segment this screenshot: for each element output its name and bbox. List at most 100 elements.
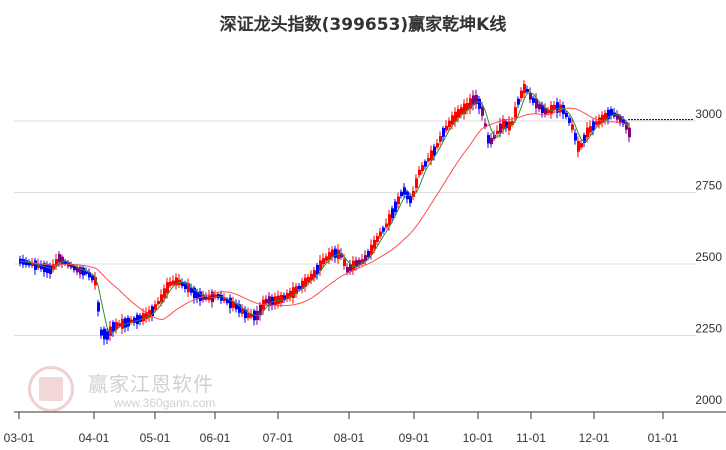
y-tick-label: 3000 — [695, 107, 722, 121]
candle — [415, 174, 418, 194]
candle — [139, 312, 142, 326]
y-tick-label: 2000 — [695, 393, 722, 407]
candle — [247, 307, 250, 321]
candle — [490, 133, 493, 148]
x-tick-label: 05-01 — [140, 431, 171, 445]
candle — [481, 101, 484, 121]
candle — [610, 106, 613, 120]
candle — [463, 99, 466, 120]
candle — [361, 254, 364, 267]
candle — [418, 165, 421, 179]
candle — [100, 326, 103, 339]
candle — [556, 97, 559, 119]
candle — [190, 283, 193, 296]
candle — [157, 297, 160, 306]
candle — [400, 189, 403, 199]
candle — [355, 256, 358, 271]
candle — [367, 248, 370, 261]
candle — [553, 101, 556, 113]
candle — [520, 87, 523, 103]
candle — [244, 306, 247, 323]
candle — [469, 93, 472, 115]
x-axis-ticks: 03-01 04-01 05-01 06-01 07-01 08-01 09-01 10-01… — [4, 412, 679, 445]
candle — [91, 273, 94, 283]
candle — [568, 115, 571, 126]
candle — [577, 136, 580, 158]
candle — [211, 289, 214, 308]
candle — [472, 90, 475, 111]
candle — [466, 97, 469, 115]
candle — [616, 110, 619, 123]
candle — [145, 307, 148, 323]
candle — [268, 292, 271, 312]
candle — [259, 302, 262, 321]
y-tick-label: 2250 — [695, 322, 722, 336]
ma-long-line — [19, 107, 630, 321]
candle — [229, 294, 232, 314]
candle — [178, 273, 181, 288]
candle — [523, 80, 526, 99]
candle — [484, 118, 487, 130]
candle — [313, 267, 316, 282]
candle — [517, 96, 520, 108]
candle — [151, 304, 154, 322]
candle — [421, 161, 424, 175]
candle — [283, 292, 286, 303]
candle — [181, 278, 184, 289]
candle — [172, 275, 175, 287]
candle — [487, 132, 490, 148]
candle — [448, 117, 451, 131]
candle — [424, 159, 427, 170]
candle — [106, 328, 109, 345]
candle — [148, 305, 151, 322]
x-tick-label: 07-01 — [263, 431, 294, 445]
candle — [589, 120, 592, 136]
candle — [97, 299, 100, 317]
candle — [295, 283, 298, 299]
candle — [214, 290, 217, 300]
x-tick-label: 09-01 — [399, 431, 430, 445]
candle — [358, 257, 361, 269]
candle — [28, 259, 31, 268]
candle — [103, 326, 106, 346]
candle — [310, 270, 313, 285]
candle — [460, 104, 463, 119]
candle — [220, 290, 223, 304]
candle — [217, 291, 220, 301]
candle — [436, 139, 439, 150]
candle — [454, 107, 457, 127]
candle — [571, 118, 574, 133]
x-tick-label: 10-01 — [463, 431, 494, 445]
x-tick-label: 06-01 — [200, 431, 231, 445]
candle — [232, 296, 235, 312]
candle — [586, 122, 589, 143]
candle — [223, 293, 226, 304]
candle — [391, 205, 394, 224]
candle — [208, 289, 211, 303]
candle — [79, 264, 82, 279]
candle — [238, 300, 241, 318]
candle — [304, 273, 307, 292]
candle — [547, 106, 550, 115]
candle — [403, 183, 406, 199]
candle — [376, 232, 379, 246]
candle — [496, 125, 499, 136]
candle — [628, 122, 631, 143]
candle — [82, 265, 85, 280]
ma-short-line — [19, 91, 630, 335]
x-tick-label: 01-01 — [648, 431, 679, 445]
x-tick-label: 11-01 — [516, 431, 546, 445]
candle — [115, 318, 118, 334]
candle — [286, 289, 289, 303]
candle — [439, 131, 442, 146]
y-tick-label: 2750 — [695, 179, 722, 193]
candle — [580, 139, 583, 150]
candle — [121, 314, 124, 335]
candle — [382, 225, 385, 234]
candle — [142, 308, 145, 326]
x-tick-label: 08-01 — [334, 431, 365, 445]
candle — [514, 101, 517, 124]
candle — [298, 282, 301, 291]
y-axis-labels: 2000 2250 2500 2750 3000 — [695, 107, 722, 407]
